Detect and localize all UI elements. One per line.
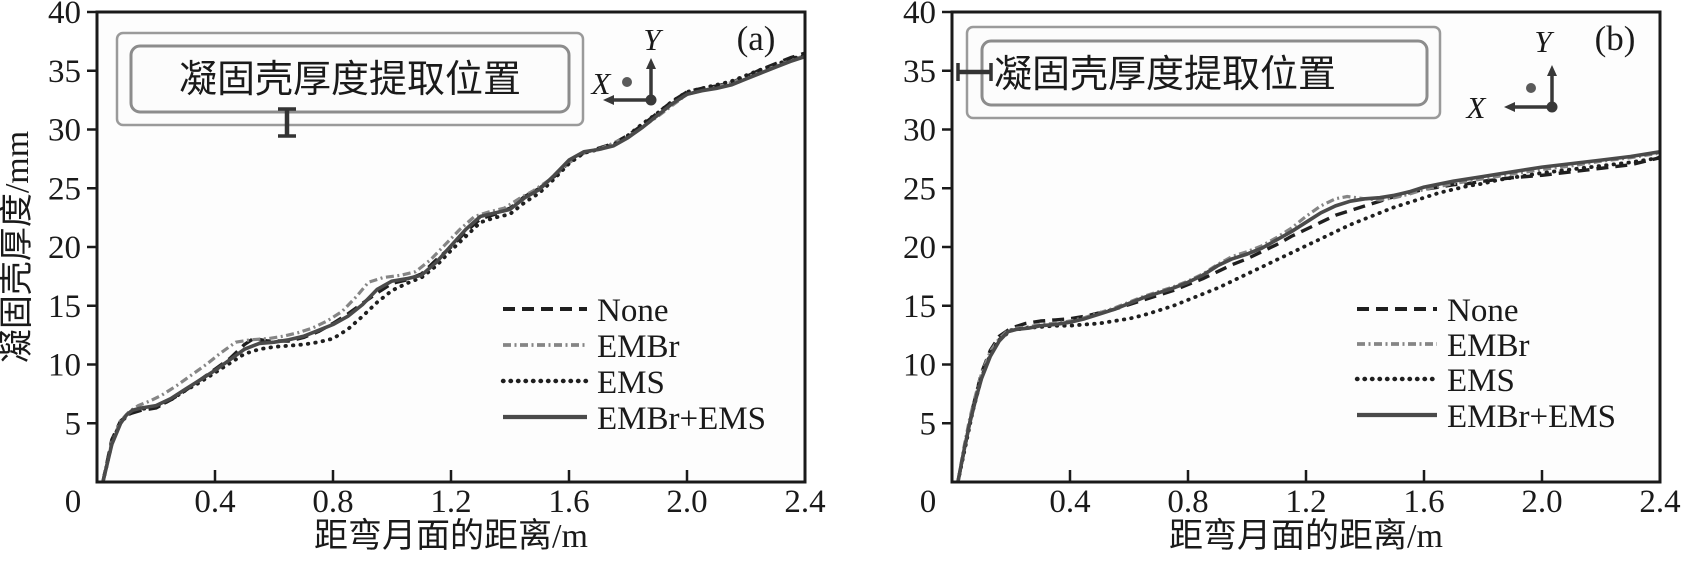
x-tick-label: 2.0 [1521, 484, 1562, 520]
chart-panel-b: 凝固壳厚度提取位置 0 0.4 0.8 1.2 1.6 2.0 2.4 5 10 15 20 25 30 3… [903, 0, 1681, 555]
axis-icon-y-arrowhead [646, 58, 656, 69]
legend-label-None: None [597, 293, 668, 329]
legend-label-None: None [1447, 293, 1518, 329]
x-tick-label: 0.4 [1049, 484, 1090, 520]
y-tick-label: 30 [903, 113, 936, 149]
x-axis-title: 距弯月面的距离/m [314, 517, 588, 555]
axis-icon-origin-dot [1546, 101, 1558, 113]
x-tick-label: 0.8 [312, 484, 353, 520]
axis-icon-x-arrowhead [1504, 102, 1515, 112]
legend-label-EMBr: EMBr [597, 329, 680, 365]
chart-panel-a: 凝固壳厚度提取位置 0 0.4 0.8 1.2 1.6 2.0 2.4 5 10 15 20 25 30 3… [0, 0, 826, 555]
x-tick-label: 1.2 [430, 484, 471, 520]
legend-label-EMS: EMS [597, 365, 665, 401]
y-tick-label: 5 [920, 406, 937, 442]
x-tick-label: 2.0 [666, 484, 707, 520]
x-tick-label: 1.6 [1403, 484, 1444, 520]
y-tick-label: 25 [48, 171, 81, 207]
axis-icon-y-label: Y [1534, 24, 1554, 59]
axis-icon-y-arrowhead [1547, 65, 1557, 76]
y-tick-label: 35 [903, 54, 936, 90]
series-line-EMS [101, 53, 805, 482]
inset-label: 凝固壳厚度提取位置 [179, 59, 521, 101]
axis-icon-node-dot [1526, 83, 1536, 93]
inset-label: 凝固壳厚度提取位置 [994, 54, 1336, 96]
x-axis-title: 距弯月面的距离/m [1169, 517, 1443, 555]
y-tick-label: 40 [903, 0, 936, 31]
panel-label: (b) [1595, 19, 1636, 58]
y-tick-label: 15 [903, 289, 936, 325]
y-tick-label: 15 [48, 289, 81, 325]
y-tick-label: 20 [48, 230, 81, 266]
x-tick-label: 0.4 [194, 484, 235, 520]
x-tick-label: 1.6 [548, 484, 589, 520]
legend-label-EMBr+EMS: EMBr+EMS [597, 401, 766, 437]
y-tick-label: 10 [903, 348, 936, 384]
y-tick-label: 25 [903, 171, 936, 207]
y-tick-label: 40 [48, 0, 81, 31]
x-tick-label: 0 [920, 484, 937, 520]
series-group [956, 150, 1660, 482]
x-tick-label: 0 [65, 484, 82, 520]
legend-label-EMBr: EMBr [1447, 328, 1530, 364]
legend-label-EMBr+EMS: EMBr+EMS [1447, 399, 1616, 435]
series-line-EMBr+EMS [101, 54, 805, 482]
y-tick-label: 10 [48, 348, 81, 384]
axis-icon-node-dot [622, 77, 632, 87]
axis-icon-y-label: Y [643, 22, 663, 57]
y-tick-label: 30 [48, 113, 81, 149]
panel-label: (a) [737, 19, 776, 58]
axis-icon-x-label: X [590, 66, 612, 101]
x-tick-label: 1.2 [1285, 484, 1326, 520]
legend-label-EMS: EMS [1447, 363, 1515, 399]
axis-icon-x-label: X [1465, 90, 1487, 125]
axis-icon-origin-dot [645, 94, 657, 106]
y-tick-label: 35 [48, 54, 81, 90]
x-tick-label: 2.4 [784, 484, 825, 520]
y-tick-label: 20 [903, 230, 936, 266]
x-tick-label: 2.4 [1639, 484, 1680, 520]
axis-icon-x-arrowhead [603, 95, 614, 105]
series-group [101, 51, 805, 482]
inset-inner-box [129, 44, 571, 114]
y-axis-title: 凝固壳厚度/mm [0, 131, 36, 363]
x-tick-label: 0.8 [1167, 484, 1208, 520]
inset-outer-box [115, 31, 585, 127]
y-tick-label: 5 [65, 406, 82, 442]
series-line-EMBr+EMS [956, 150, 1660, 482]
